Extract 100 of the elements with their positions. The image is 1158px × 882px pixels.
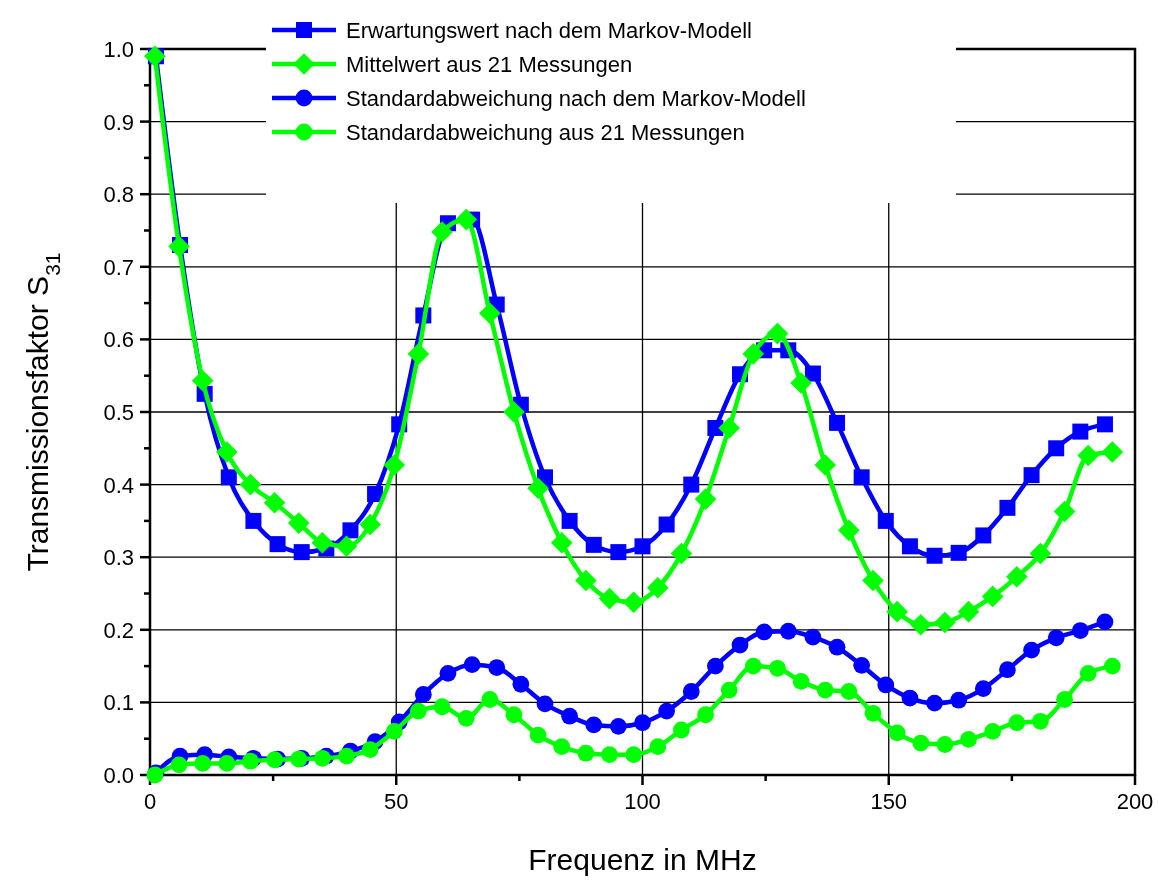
point [457, 710, 475, 727]
point [697, 706, 714, 724]
y-tick-label: 0.9 [103, 109, 134, 135]
y-tick-label: 0.8 [103, 182, 134, 208]
point [769, 659, 786, 677]
point [625, 746, 643, 764]
point [610, 544, 627, 561]
point [1056, 691, 1073, 708]
point [936, 736, 954, 753]
x-axis-title: Frequenz in MHz [528, 843, 757, 876]
point [999, 499, 1016, 516]
point [431, 221, 453, 243]
point [1047, 629, 1065, 647]
point [909, 613, 932, 636]
point [974, 680, 992, 697]
point [877, 512, 894, 529]
point [720, 681, 738, 699]
point [263, 491, 286, 514]
point [864, 704, 882, 722]
legend-label: Erwartungswert nach dem Markov-Modell [346, 18, 752, 43]
y-tick-label: 0.3 [103, 545, 134, 571]
point [1032, 712, 1049, 730]
point [950, 691, 968, 709]
point [1029, 542, 1052, 565]
point [901, 538, 918, 555]
point [926, 547, 943, 564]
point [313, 749, 331, 767]
point [707, 419, 724, 436]
y-tick-label: 0.1 [103, 690, 134, 716]
point [670, 542, 693, 565]
y-tick-label: 0.6 [103, 327, 134, 353]
point [707, 657, 724, 675]
point [561, 707, 578, 725]
point [455, 208, 477, 231]
point [840, 683, 858, 700]
point [359, 513, 381, 536]
x-tick-label: 150 [870, 789, 908, 814]
point [886, 600, 908, 623]
point [622, 591, 645, 614]
point [1023, 467, 1040, 484]
point [957, 600, 980, 623]
point [649, 738, 667, 756]
point [742, 343, 765, 365]
point [385, 723, 403, 740]
point [804, 365, 821, 382]
point [912, 734, 930, 752]
point [598, 587, 621, 610]
point [505, 706, 523, 724]
point [550, 531, 573, 554]
point [609, 717, 627, 735]
point [634, 538, 651, 555]
point [410, 702, 427, 720]
point [433, 698, 451, 716]
point [838, 519, 860, 542]
point [634, 714, 651, 732]
point [481, 691, 499, 708]
point [342, 522, 359, 539]
y-tick-label: 0.2 [103, 617, 134, 643]
point [553, 738, 571, 756]
point [731, 636, 749, 654]
point [1048, 440, 1065, 457]
point [361, 741, 379, 758]
point [575, 569, 597, 592]
point [975, 527, 992, 544]
point [804, 628, 822, 646]
point [245, 512, 262, 529]
point [1077, 444, 1100, 467]
point [792, 672, 810, 690]
point [503, 401, 525, 423]
point [984, 723, 1002, 740]
point [1053, 500, 1076, 523]
point [1008, 714, 1026, 732]
point [960, 731, 977, 748]
point [853, 657, 871, 674]
x-tick-label: 0 [143, 789, 157, 814]
point [694, 488, 717, 510]
point [191, 369, 214, 392]
point [950, 544, 967, 561]
point [862, 569, 884, 592]
point [577, 744, 595, 762]
point [536, 695, 554, 713]
point [901, 689, 919, 707]
point [335, 535, 358, 558]
point [673, 721, 690, 739]
legend-label: Standardabweichung aus 21 Messungen [346, 120, 745, 145]
point [934, 611, 956, 634]
legend-label: Mittelwert aus 21 Messungen [346, 52, 633, 77]
point [216, 441, 238, 463]
x-tick-label: 100 [624, 789, 661, 814]
point [512, 675, 530, 693]
x-tick-label: 50 [384, 789, 409, 814]
point [529, 726, 547, 744]
point [1072, 423, 1089, 440]
y-tick-label: 0.0 [103, 763, 134, 788]
y-tick-label: 0.4 [103, 472, 134, 498]
point [1096, 613, 1114, 631]
point [414, 686, 432, 703]
point [1101, 441, 1124, 463]
point [218, 755, 236, 772]
point [718, 417, 740, 439]
